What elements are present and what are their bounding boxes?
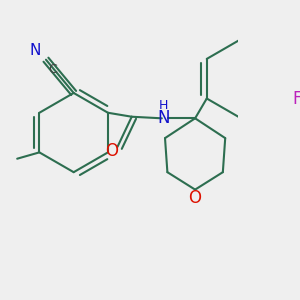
Text: C: C xyxy=(48,63,57,76)
Text: O: O xyxy=(105,142,118,160)
Text: F: F xyxy=(293,89,300,107)
Text: N: N xyxy=(30,43,41,58)
Text: O: O xyxy=(189,188,202,206)
Text: N: N xyxy=(157,109,170,127)
Text: H: H xyxy=(159,99,168,112)
